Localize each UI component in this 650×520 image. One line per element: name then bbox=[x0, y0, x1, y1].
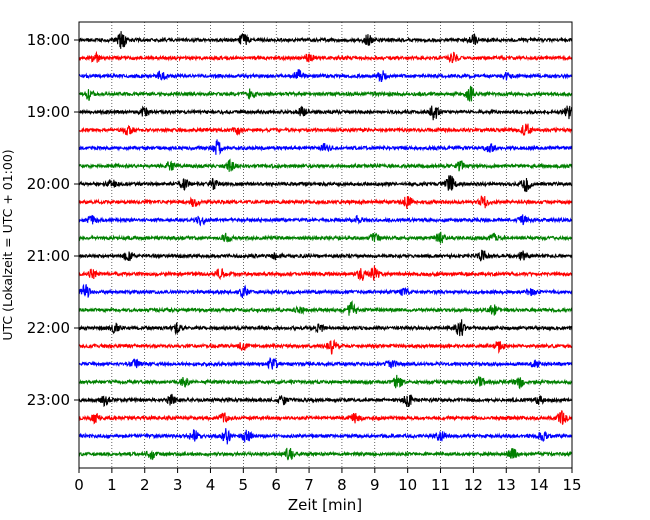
trace-2230 bbox=[78, 356, 573, 370]
x-tick-label: 8 bbox=[337, 476, 347, 494]
x-tick-label: 6 bbox=[271, 476, 281, 494]
trace-2115 bbox=[78, 265, 573, 281]
trace-2245 bbox=[78, 374, 573, 390]
x-tick-label: 1 bbox=[107, 476, 117, 494]
trace-2345 bbox=[78, 447, 573, 461]
x-tick-label: 4 bbox=[206, 476, 216, 494]
x-tick-label: 7 bbox=[304, 476, 314, 494]
trace-2215 bbox=[78, 338, 573, 355]
trace-2200 bbox=[78, 319, 573, 337]
y-tick-label: 18:00 bbox=[27, 31, 70, 49]
trace-2030 bbox=[78, 214, 573, 227]
x-tick-label: 5 bbox=[239, 476, 249, 494]
x-tick-label: 10 bbox=[398, 476, 417, 494]
x-tick-label: 14 bbox=[530, 476, 549, 494]
x-tick-label: 3 bbox=[173, 476, 183, 494]
trace-2000 bbox=[78, 175, 573, 193]
y-axis: 18:00 19:00 20:00 21:00 22:00 23:00 bbox=[27, 31, 79, 409]
vertical-grid bbox=[111, 22, 540, 468]
x-tick-label: 13 bbox=[497, 476, 516, 494]
x-tick-label: 9 bbox=[370, 476, 380, 494]
plot-frame bbox=[78, 21, 573, 469]
x-tick-label: 15 bbox=[562, 476, 581, 494]
trace-1945 bbox=[78, 158, 573, 172]
trace-2315 bbox=[78, 410, 573, 425]
y-tick-label: 23:00 bbox=[27, 391, 70, 409]
trace-2015 bbox=[78, 195, 573, 210]
x-axis-label: Zeit [min] bbox=[288, 496, 362, 514]
trace-1815 bbox=[78, 50, 573, 64]
trace-2045 bbox=[78, 231, 573, 244]
trace-2100 bbox=[78, 249, 573, 262]
x-tick-label: 2 bbox=[140, 476, 150, 494]
x-tick-label: 11 bbox=[431, 476, 450, 494]
trace-1915 bbox=[78, 123, 573, 136]
x-tick-label: 12 bbox=[464, 476, 483, 494]
x-tick-label: 0 bbox=[74, 476, 84, 494]
trace-1900 bbox=[78, 105, 573, 121]
trace-2300 bbox=[78, 393, 573, 408]
x-axis: 0 1 2 3 4 5 6 7 8 9 10 11 12 13 14 15 bbox=[74, 468, 582, 494]
trace-group bbox=[78, 31, 573, 461]
trace-1930 bbox=[78, 139, 573, 156]
y-axis-label: UTC (Lokalzeit = UTC + 01:00) bbox=[0, 149, 15, 340]
y-tick-label: 21:00 bbox=[27, 247, 70, 265]
y-tick-label: 19:00 bbox=[27, 103, 70, 121]
trace-2145 bbox=[78, 300, 573, 316]
y-tick-label: 20:00 bbox=[27, 175, 70, 193]
trace-1845 bbox=[78, 85, 573, 102]
trace-2330 bbox=[78, 428, 573, 445]
trace-2130 bbox=[78, 283, 573, 299]
trace-1830 bbox=[78, 69, 573, 83]
y-tick-label: 22:00 bbox=[27, 319, 70, 337]
trace-1800 bbox=[78, 31, 573, 49]
